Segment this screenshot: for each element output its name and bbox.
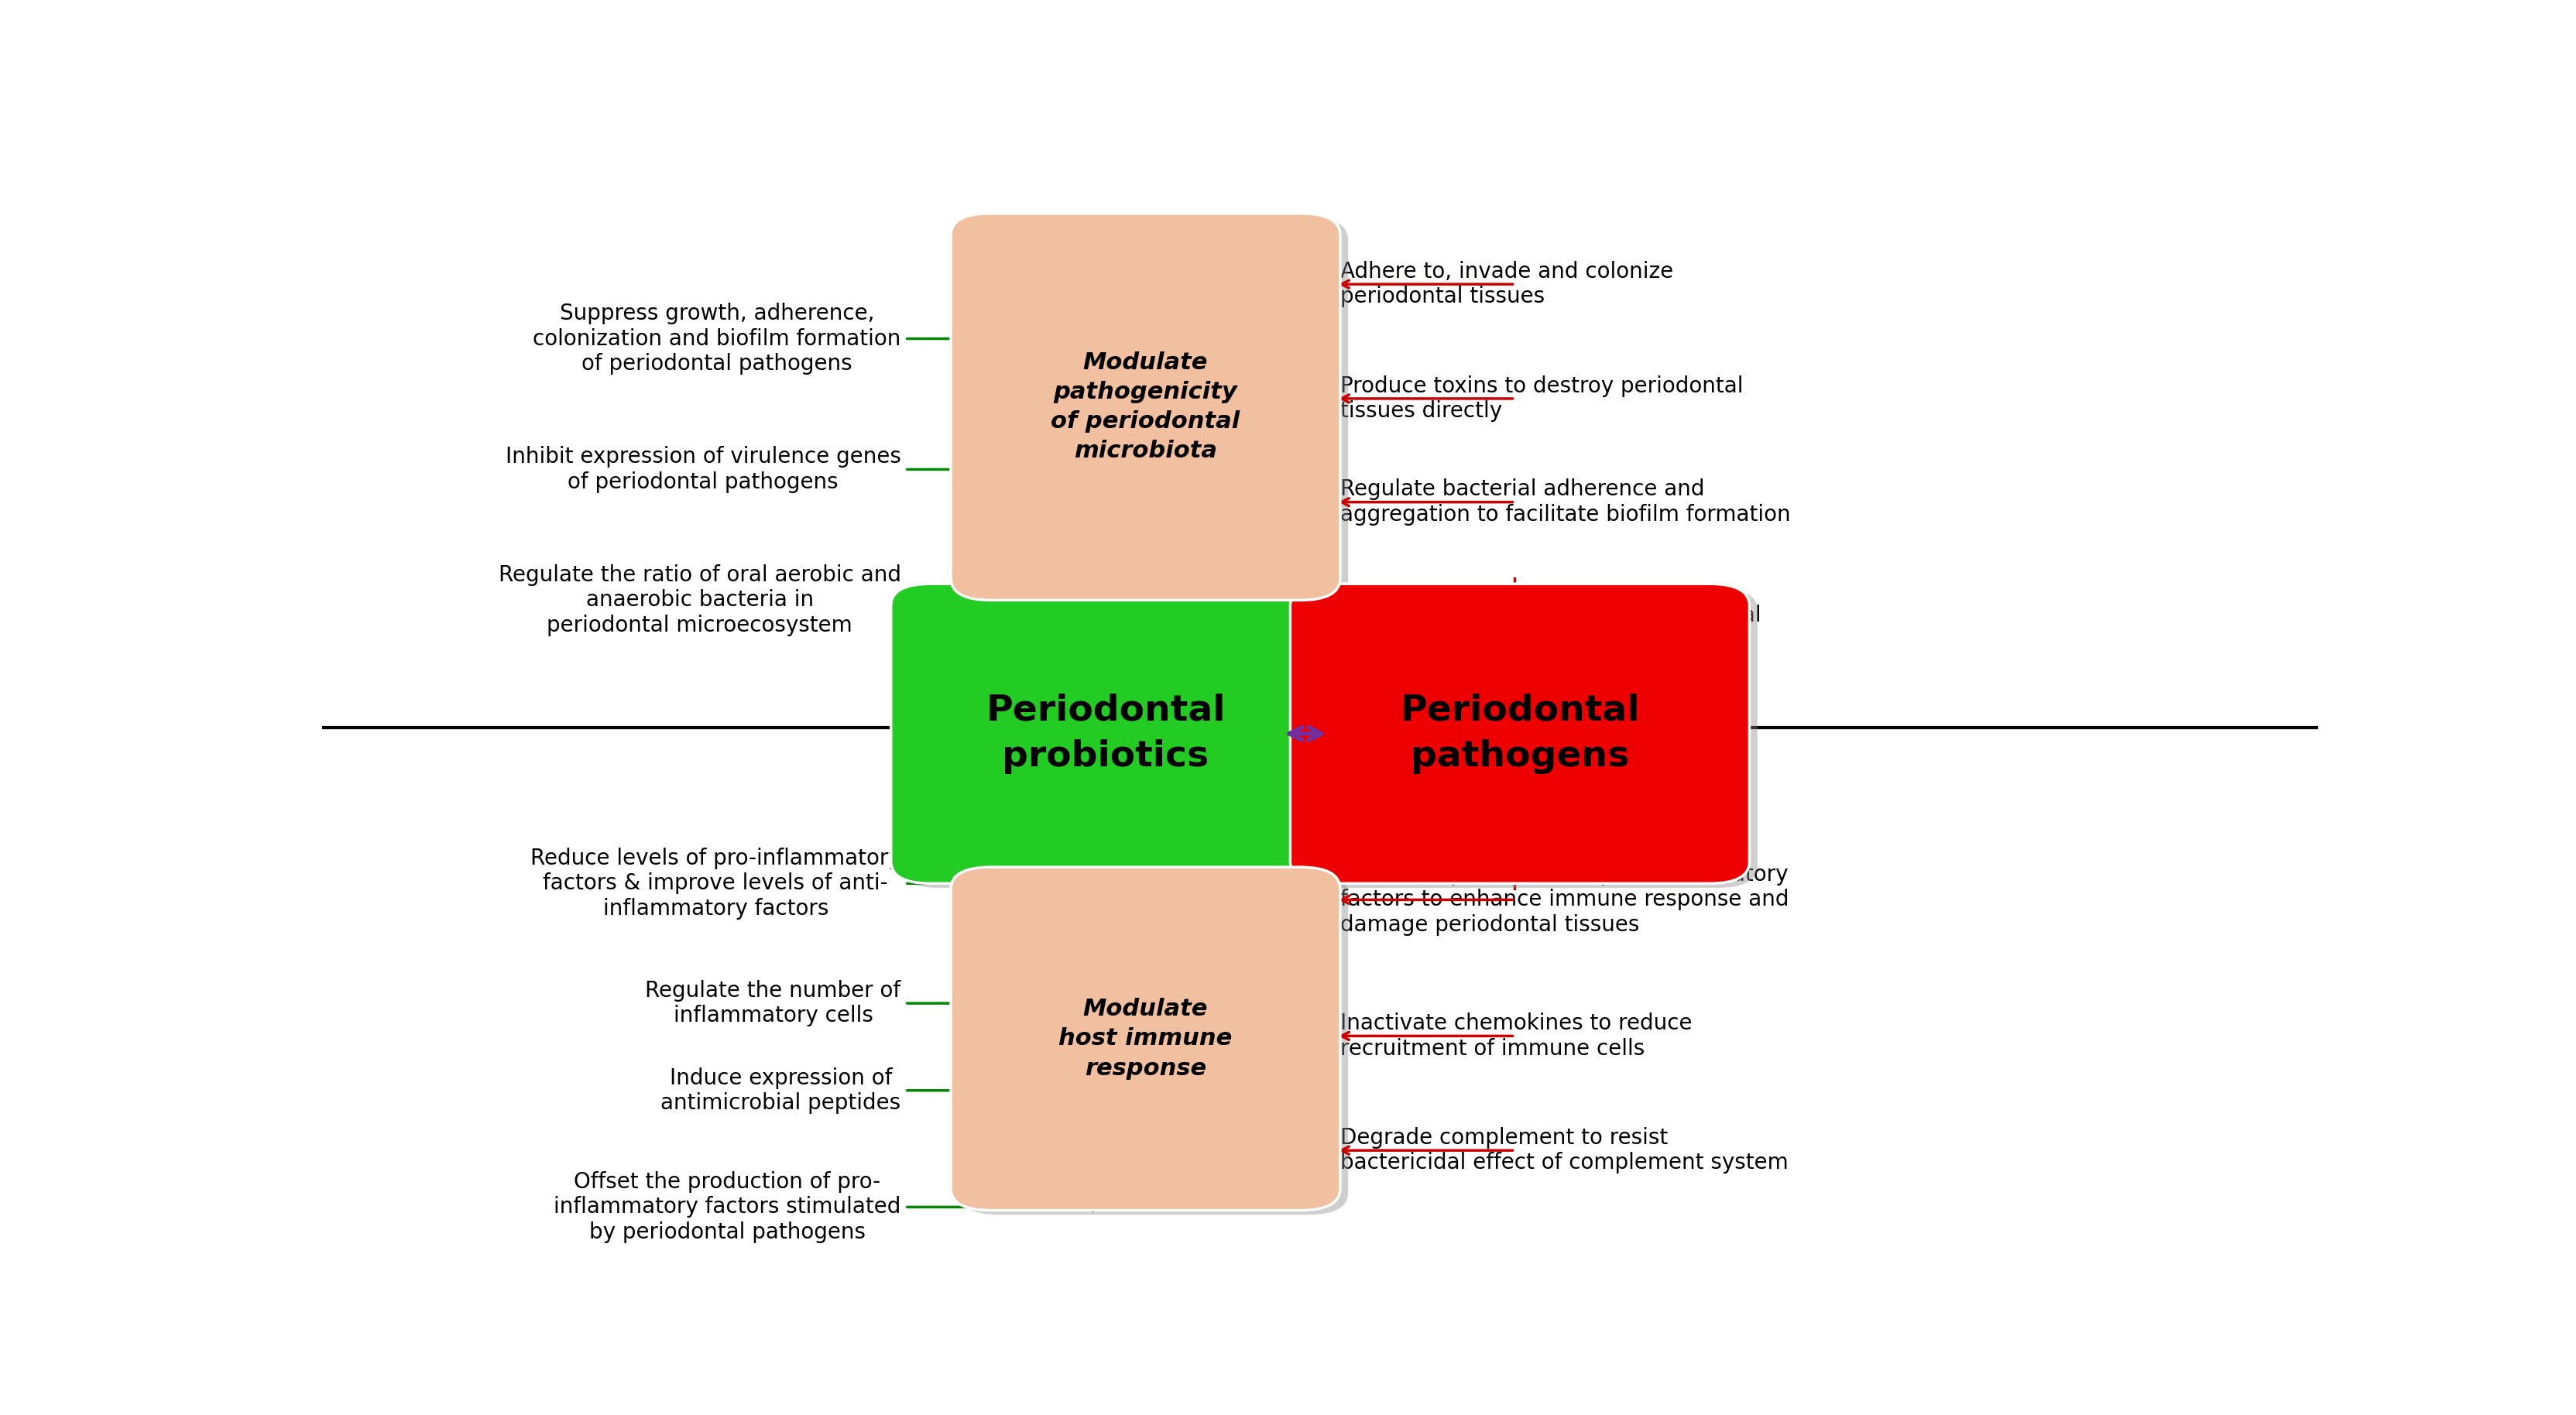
Text: Modulate
pathogenicity
of periodontal
microbiota: Modulate pathogenicity of periodontal mi… — [1051, 351, 1239, 463]
Text: Reduce levels of pro-inflammatory
factors & improve levels of anti-
inflammatory: Reduce levels of pro-inflammatory factor… — [531, 848, 902, 920]
Text: Adhere to, invade and colonize
periodontal tissues: Adhere to, invade and colonize periodont… — [1340, 260, 1674, 307]
FancyBboxPatch shape — [899, 589, 1329, 887]
Text: Periodontal
pathogens: Periodontal pathogens — [1399, 693, 1641, 774]
Text: Change the permeability of endothelial
cells to facilitate the invasion of other: Change the permeability of endothelial c… — [1340, 604, 1762, 676]
FancyBboxPatch shape — [951, 214, 1340, 600]
Text: Regulate the ratio of oral aerobic and
anaerobic bacteria in
periodontal microec: Regulate the ratio of oral aerobic and a… — [497, 565, 902, 637]
Text: Induce expression of
antimicrobial peptides: Induce expression of antimicrobial pepti… — [662, 1067, 902, 1114]
Text: Inhibit expression of virulence genes
of periodontal pathogens: Inhibit expression of virulence genes of… — [505, 446, 902, 492]
Text: Regulate bacterial adherence and
aggregation to facilitate biofilm formation: Regulate bacterial adherence and aggrega… — [1340, 478, 1790, 525]
FancyBboxPatch shape — [891, 584, 1321, 883]
Text: Regulate the number of
inflammatory cells: Regulate the number of inflammatory cell… — [647, 981, 902, 1027]
Text: Stimulate production of pro-inflammatory
factors to enhance immune response and
: Stimulate production of pro-inflammatory… — [1340, 865, 1788, 935]
FancyBboxPatch shape — [1298, 589, 1757, 887]
FancyBboxPatch shape — [951, 867, 1340, 1210]
Text: Degrade complement to resist
bactericidal effect of complement system: Degrade complement to resist bactericida… — [1340, 1126, 1788, 1174]
Text: Produce toxins to destroy periodontal
tissues directly: Produce toxins to destroy periodontal ti… — [1340, 375, 1744, 422]
Text: Suppress growth, adherence,
colonization and biofilm formation
of periodontal pa: Suppress growth, adherence, colonization… — [533, 303, 902, 375]
FancyBboxPatch shape — [1291, 584, 1749, 883]
Text: Periodontal
probiotics: Periodontal probiotics — [987, 693, 1226, 774]
Text: Offset the production of pro-
inflammatory factors stimulated
by periodontal pat: Offset the production of pro- inflammato… — [554, 1172, 902, 1242]
FancyBboxPatch shape — [958, 218, 1347, 604]
Text: Inactivate chemokines to reduce
recruitment of immune cells: Inactivate chemokines to reduce recruitm… — [1340, 1013, 1692, 1060]
Text: Modulate
host immune
response: Modulate host immune response — [1059, 998, 1231, 1080]
FancyBboxPatch shape — [958, 872, 1347, 1214]
